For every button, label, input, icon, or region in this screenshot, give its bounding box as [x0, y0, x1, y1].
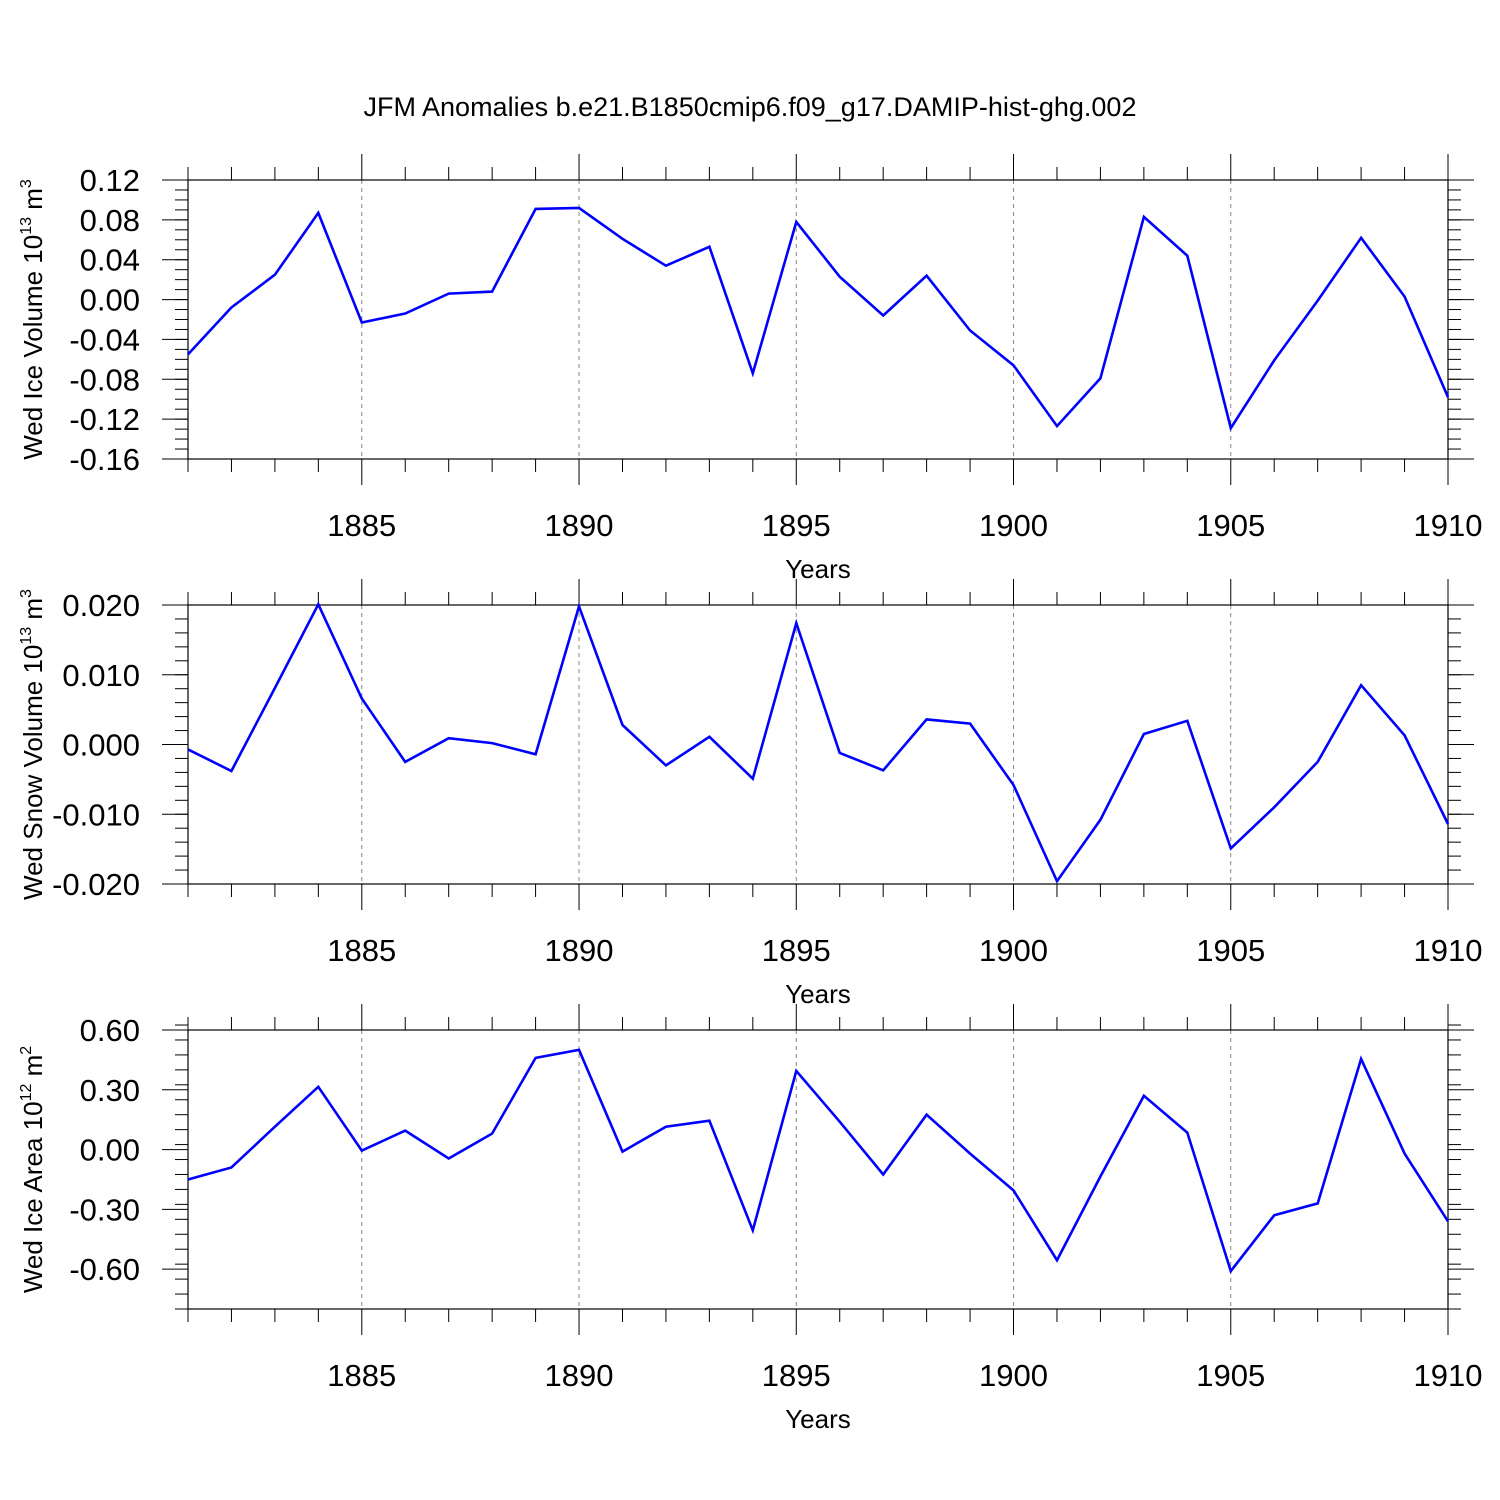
x-tick-label: 1900: [979, 933, 1048, 968]
y-tick-label: 0.08: [80, 203, 140, 238]
x-tick-label: 1900: [979, 508, 1048, 543]
y-axis-label-exponent: 13: [18, 217, 35, 235]
y-tick-label: -0.08: [69, 362, 140, 397]
x-tick-label: 1895: [762, 933, 831, 968]
x-tick-label: 1890: [545, 933, 614, 968]
x-tick-label: 1900: [979, 1358, 1048, 1393]
series-line: [187, 601, 1450, 884]
series-line: [187, 206, 1450, 432]
y-tick-label: 0.00: [80, 1133, 140, 1168]
y-tick-label: -0.04: [69, 322, 140, 357]
y-axis-label-unit: m: [18, 188, 48, 217]
y-tick-label: 0.04: [80, 243, 140, 278]
x-tick-label: 1910: [1414, 508, 1483, 543]
x-tick-label: 1895: [762, 508, 831, 543]
x-tick-label: 1910: [1414, 933, 1483, 968]
y-axis-label-unit-exponent: 3: [18, 179, 35, 188]
y-tick-label: 0.12: [80, 163, 140, 198]
y-axis-label: Wed Ice Area 1012 m2: [18, 1046, 48, 1293]
x-tick-label: 1885: [327, 508, 396, 543]
x-axis-label: Years: [785, 1404, 851, 1434]
x-tick-label: 1890: [545, 508, 614, 543]
x-tick-label: 1905: [1196, 1358, 1265, 1393]
y-tick-label: 0.60: [80, 1013, 140, 1048]
x-axis-label: Years: [785, 554, 851, 584]
y-tick-label: -0.30: [69, 1192, 140, 1227]
y-tick-label: 0.000: [62, 728, 140, 763]
series-line: [187, 1048, 1450, 1274]
y-axis-label-exponent: 13: [18, 627, 35, 645]
panel-2: -0.020 -0.010 0.000 0.010 0.020 1885 1890 1895 1…: [18, 579, 1482, 1009]
y-axis-label-text: Wed Ice Volume 10: [18, 235, 48, 460]
y-tick-label: 0.00: [80, 283, 140, 318]
panel-3: -0.60 -0.30 0.00 0.30 0.60 1885 1890 1895 1900 19…: [18, 1004, 1482, 1434]
x-tick-label: 1905: [1196, 508, 1265, 543]
x-tick-label: 1885: [327, 1358, 396, 1393]
y-tick-label: -0.60: [69, 1252, 140, 1287]
panel-1: -0.16 -0.12 -0.08 -0.04 0.00 0.04 0.08 0.12 1885…: [18, 154, 1482, 584]
y-axis-label-text: Wed Ice Area 10: [18, 1101, 48, 1293]
y-tick-label: 0.30: [80, 1073, 140, 1108]
y-axis-label-unit: m: [18, 598, 48, 627]
y-tick-label: -0.020: [52, 867, 140, 902]
x-tick-label: 1910: [1414, 1358, 1483, 1393]
y-tick-label: 0.010: [62, 658, 140, 693]
x-tick-label: 1885: [327, 933, 396, 968]
chart-title: JFM Anomalies b.e21.B1850cmip6.f09_g17.D…: [364, 92, 1137, 122]
y-tick-label: -0.010: [52, 797, 140, 832]
y-axis-label: Wed Snow Volume 1013 m3: [18, 589, 48, 900]
y-axis-label: Wed Ice Volume 1013 m3: [18, 179, 48, 460]
y-axis-label-unit-exponent: 3: [18, 589, 35, 598]
x-axis-label: Years: [785, 979, 851, 1009]
y-axis-label-exponent: 12: [18, 1084, 35, 1102]
panels: -0.16 -0.12 -0.08 -0.04 0.00 0.04 0.08 0.12 1885…: [18, 154, 1482, 1434]
y-tick-label: -0.12: [69, 402, 140, 437]
x-tick-label: 1895: [762, 1358, 831, 1393]
y-axis-label-unit-exponent: 2: [18, 1046, 35, 1055]
plot-frame: [187, 1029, 1449, 1310]
y-axis-label-text: Wed Snow Volume 10: [18, 645, 48, 900]
y-tick-label: 0.020: [62, 588, 140, 623]
y-axis-label-unit: m: [18, 1055, 48, 1084]
x-tick-label: 1905: [1196, 933, 1265, 968]
x-tick-label: 1890: [545, 1358, 614, 1393]
y-tick-label: -0.16: [69, 442, 140, 477]
